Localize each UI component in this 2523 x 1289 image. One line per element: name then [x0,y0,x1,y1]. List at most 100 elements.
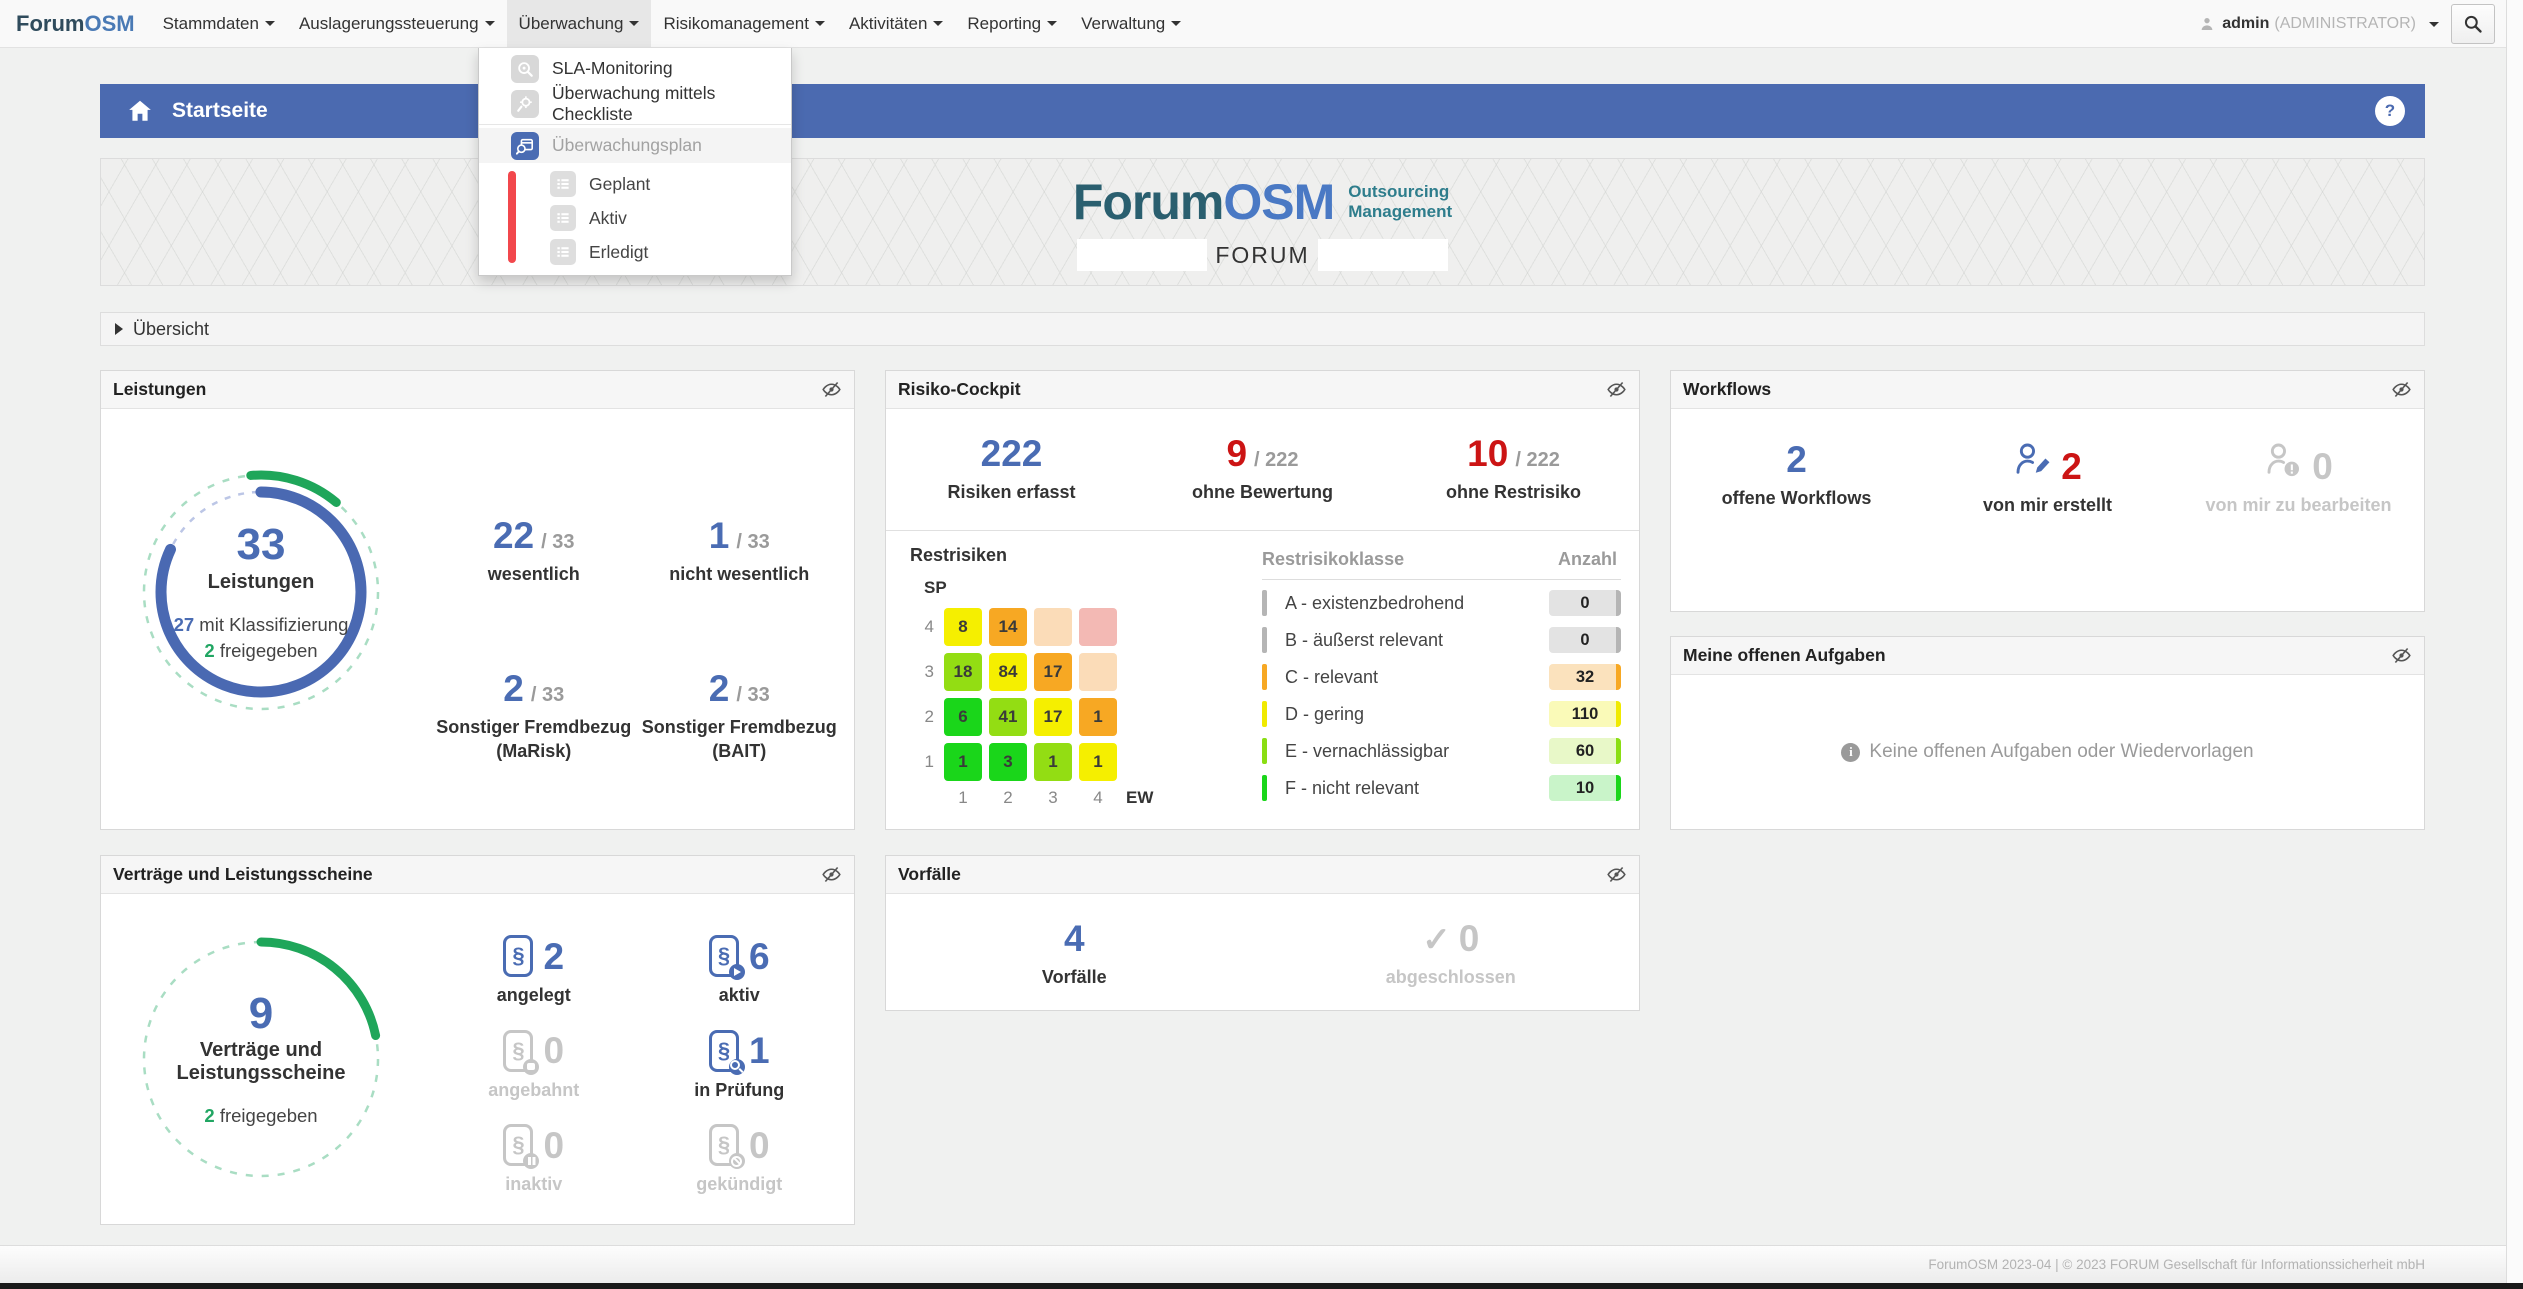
hide-widget-button[interactable] [2391,645,2412,666]
class-color-bar [1262,775,1267,802]
table-row: E - vernachlässigbar 60 [1262,737,1621,765]
help-button[interactable]: ? [2375,96,2405,126]
heatmap-cell: 84 [989,653,1027,692]
dropdown-item-sla-monitoring[interactable]: SLA-Monitoring [479,51,791,86]
hide-widget-button[interactable] [821,864,842,885]
contract-initiated-icon: § [503,1029,540,1075]
card-aufgaben-header: Meine offenen Aufgaben [1671,637,2424,675]
heatmap-cell: 41 [989,698,1027,737]
chevron-down-icon [2429,21,2439,27]
dropdown-divider [479,124,791,125]
card-title: Meine offenen Aufgaben [1683,645,1886,665]
app-logo[interactable]: Forum OSM [0,0,151,47]
heatmap-cell: 8 [944,608,982,647]
stat-risiken-erfasst: 222 Risiken erfasst [947,433,1076,502]
leistungen-stats: 22/ 33 wesentlich 1/ 33 nicht wesentlich… [431,469,842,799]
table-row: F - nicht relevant 10 [1262,774,1621,802]
class-color-bar [1262,701,1267,728]
client-banner: ForumOSM Outsourcing Management FORUM [100,158,2425,286]
stat-ohne-restrisiko: 10/ 222 ohne Restrisiko [1445,433,1582,502]
active-group-indicator [508,171,516,263]
risiko-kpis: 222 Risiken erfasst 9/ 222 ohne Bewertun… [886,409,1639,504]
footer: ForumOSM 2023-04 | © 2023 FORUM Gesellsc… [0,1245,2523,1283]
stat-abgeschlossen: ✓ 0 abgeschlossen [1385,918,1516,987]
vertraege-donut-chart: 9 Verträge und Leistungsscheine 2 freige… [136,934,386,1184]
empty-state: i Keine offenen Aufgaben oder Wiedervorl… [1671,675,2424,829]
banner-subtitle-row: FORUM [1077,239,1448,271]
banner-tagline: Outsourcing Management [1348,182,1453,221]
hide-widget-button[interactable] [821,379,842,400]
card-leistungen: Leistungen 33 Leistungen 27 mit Klassifi… [100,370,855,830]
heatmap-cell [1034,608,1072,647]
stat-in-pruefung: § 1 in Prüfung [694,1029,785,1100]
section-uebersicht-toggle[interactable]: Übersicht [100,312,2425,346]
table-row: A - existenzbedrohend 0 [1262,589,1621,617]
search-button[interactable] [2451,4,2495,44]
chevron-down-icon [1047,21,1058,26]
class-color-bar [1262,590,1267,617]
stat-offene-workflows: 2 offene Workflows [1721,439,1872,508]
scrollbar-track[interactable] [2506,0,2523,1283]
x-axis-label: EW [1126,788,1154,808]
page-title: Startseite [172,99,268,122]
x-axis-ticks: 1 2 3 4 EW [958,788,1154,808]
dropdown-subitem-erledigt[interactable]: Erledigt [479,235,791,269]
stat-wesentlich: 22/ 33 wesentlich [487,514,580,584]
hide-widget-button[interactable] [2391,379,2412,400]
stat-angelegt: § 2 angelegt [496,935,571,1006]
count-badge: 60 [1549,738,1621,765]
menu-aktivitaeten[interactable]: Aktivitäten [837,0,955,47]
stat-vorfaelle: 4 Vorfälle [1041,918,1107,987]
app-logo-prefix: Forum [16,10,85,36]
card-title: Verträge und Leistungsscheine [113,864,373,884]
heatmap-row: 2 6 41 17 1 [910,698,1262,737]
dropdown-item-ueberwachungsplan[interactable]: Überwachungsplan [479,128,791,163]
dropdown-subitem-geplant[interactable]: Geplant [479,167,791,201]
user-role: (ADMINISTRATOR) [2274,15,2416,32]
stat-aktiv: § 6 aktiv [637,924,843,1019]
restrisikoklasse-table: Restrisikoklasse Anzahl A - existenzbedr… [1262,549,1621,808]
vertraege-stats: § 2 angelegt § 6 aktiv § 0 angebahnt § 1 in … [431,924,842,1208]
stat-von-mir-zu-bearbeiten: 0 von mir zu bearbeiten [2173,441,2424,517]
search-icon [2464,15,2482,33]
menu-stammdaten[interactable]: Stammdaten [151,0,287,47]
y-axis-label: SP [924,578,947,598]
menu-verwaltung[interactable]: Verwaltung [1069,0,1193,47]
user-alert-icon [2264,441,2304,479]
freigegeben-count: 2 [204,639,215,661]
count-badge: 0 [1549,590,1621,617]
user-icon [2201,18,2213,30]
menu-reporting[interactable]: Reporting [955,0,1069,47]
hide-widget-button[interactable] [1606,379,1627,400]
card-workflows-header: Workflows [1671,371,2424,409]
card-meine-offenen-aufgaben: Meine offenen Aufgaben i Keine offenen A… [1670,636,2425,830]
menu-risikomanagement[interactable]: Risikomanagement [651,0,837,47]
hide-widget-button[interactable] [1606,864,1627,885]
card-title: Workflows [1683,379,1772,399]
heatmap-cell: 1 [1034,743,1072,782]
list-icon [550,171,576,197]
chevron-down-icon [629,21,640,26]
stat-gekuendigt: § 0 gekündigt [696,1124,783,1195]
user-menu[interactable]: admin (ADMINISTRATOR) [2199,0,2439,48]
restrisiken-heatmap: Restrisiken SP 4 8 14 3 18 84 17 2 [910,545,1262,808]
menu-ueberwachung[interactable]: Überwachung [506,0,652,47]
menu-auslagerungssteuerung[interactable]: Auslagerungssteuerung [287,0,507,47]
card-workflows: Workflows 2 offene Workflows 2 von mir e… [1670,370,2425,612]
contract-active-icon: § [708,935,745,981]
home-icon[interactable] [126,98,154,124]
stat-fremdbezug-marisk: 2/ 33 Sonstiger Fremdbezug (MaRisk) [436,668,632,761]
divider [886,530,1639,532]
heatmap-cell: 3 [989,743,1027,782]
dropdown-item-checkliste[interactable]: Überwachung mittels Checkliste [479,83,791,124]
stat-von-mir-erstellt: 2 von mir erstellt [1922,441,2173,517]
dropdown-subitem-aktiv[interactable]: Aktiv [479,201,791,235]
checklist-monitoring-icon [511,89,539,118]
contract-inactive-icon: § [503,1124,540,1170]
heatmap-cell: 6 [944,698,982,737]
table-row: D - gering 110 [1262,700,1621,728]
count-badge: 0 [1549,627,1621,654]
card-vorfaelle: Vorfälle 4 Vorfälle ✓ 0 abgeschlossen [885,855,1640,1011]
banner-logo: ForumOSM Outsourcing Management [1072,174,1453,230]
user-edit-icon [2013,441,2053,479]
